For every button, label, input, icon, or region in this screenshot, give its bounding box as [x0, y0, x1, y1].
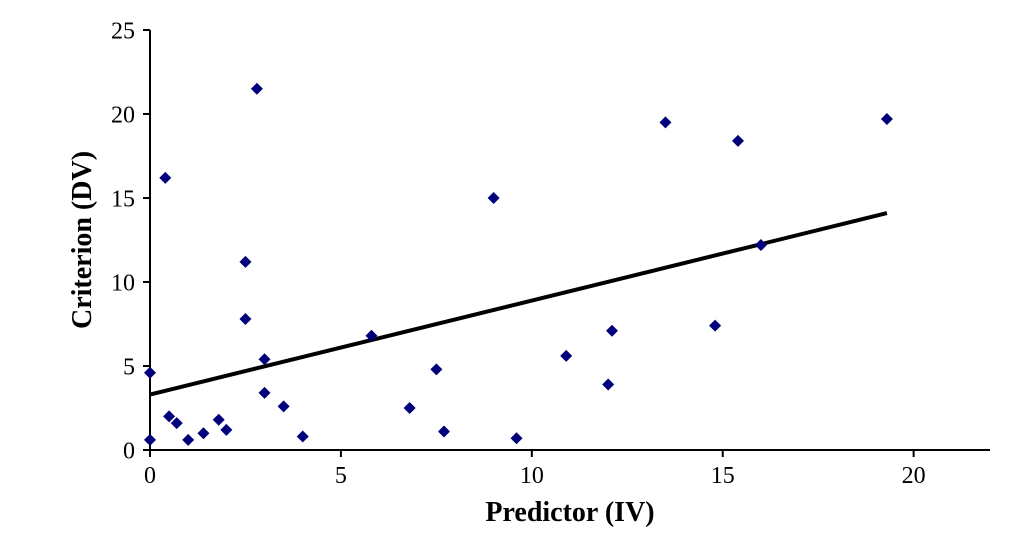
- y-tick-label: 10: [111, 270, 135, 296]
- chart-svg: 0 5 10 15 20 0 5 10 15 20 25 Predictor (IV) Criterio…: [0, 0, 1024, 542]
- x-axis-label: Predictor (IV): [485, 497, 654, 528]
- x-tick-label: 5: [335, 463, 347, 489]
- y-tick-label: 0: [123, 438, 135, 464]
- scatter-chart: 0 5 10 15 20 0 5 10 15 20 25 Predictor (IV) Criterio…: [0, 0, 1024, 542]
- y-tick-label: 15: [111, 186, 135, 212]
- x-tick-label: 15: [711, 463, 735, 489]
- y-tick-label: 20: [111, 102, 135, 128]
- y-tick-label: 25: [111, 18, 135, 44]
- x-tick-label: 20: [902, 463, 926, 489]
- y-axis-label: Criterion (DV): [67, 151, 98, 329]
- x-tick-label: 0: [144, 463, 156, 489]
- y-tick-label: 5: [123, 354, 135, 380]
- x-tick-label: 10: [520, 463, 544, 489]
